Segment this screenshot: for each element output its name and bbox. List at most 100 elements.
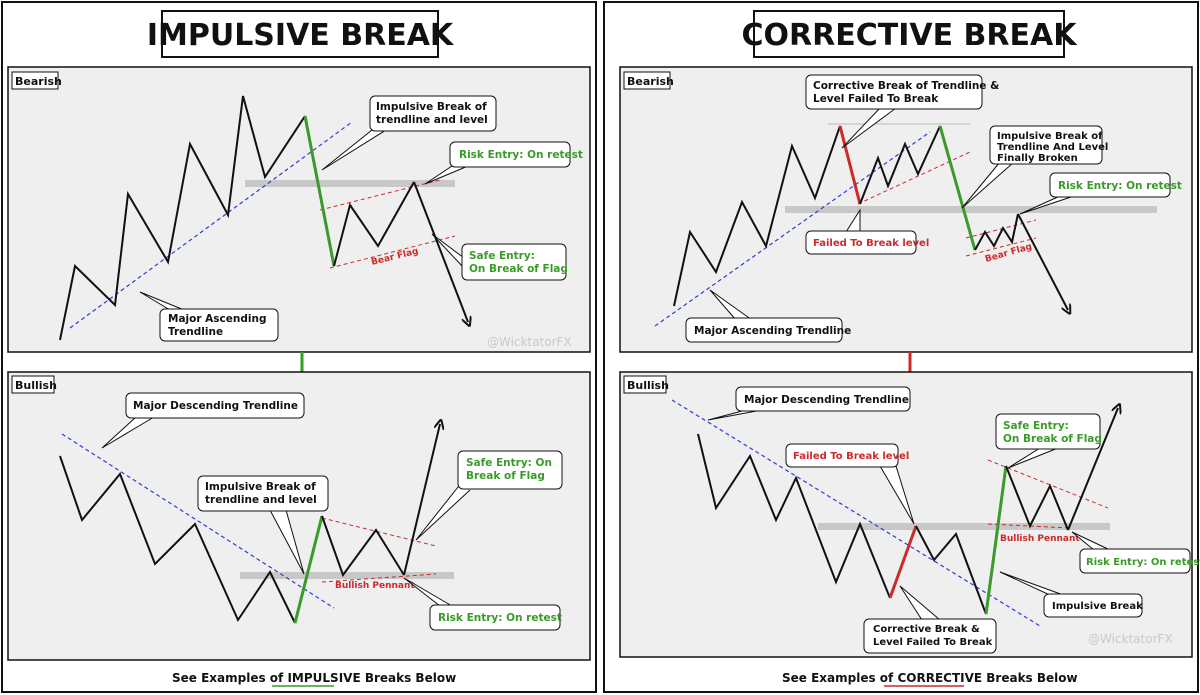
impulsive-break-leg-up-right: [984, 465, 1008, 615]
svg-text:Risk Entry: On retest: Risk Entry: On retest: [459, 149, 583, 161]
svg-text:On Break of Flag: On Break of Flag: [1003, 433, 1102, 445]
bullish-pennant-label-right: Bullish Pennant: [1000, 534, 1080, 544]
breakout-arrow-right: [1067, 408, 1118, 531]
svg-text:Safe Entry:: Safe Entry:: [469, 250, 535, 262]
svg-text:Trendline And Level: Trendline And Level: [997, 142, 1108, 153]
svg-text:Failed To Break level: Failed To Break level: [793, 451, 909, 462]
channel-path: [859, 125, 941, 205]
svg-text:Trendline: Trendline: [168, 326, 223, 338]
bullish-tag: [11, 375, 55, 394]
callout-failed-break-right: Failed To Break level: [785, 443, 915, 525]
price-path-retest: [915, 525, 987, 615]
support-level-right: [818, 523, 1110, 530]
breakdown-arrow: [413, 181, 468, 322]
svg-text:Corrective Break &: Corrective Break &: [873, 624, 980, 635]
right-title: CORRECTIVE BREAK: [742, 10, 1079, 58]
pennant-lower-line: [321, 573, 437, 583]
bullish-tag-label: Bullish: [15, 379, 57, 392]
svg-text:Finally Broken: Finally Broken: [997, 153, 1078, 164]
callout-major-ascending: Major Ascending Trendline: [139, 291, 279, 342]
impulsive-break-leg-up: [293, 515, 324, 624]
watermark-right: @WicktatorFX: [1088, 632, 1173, 646]
svg-text:See Examples of CORRECTIVE Bre: See Examples of CORRECTIVE Breaks Below: [782, 671, 1078, 685]
corrective-break-leg: [838, 125, 862, 205]
price-path-down-right: [697, 433, 891, 599]
right-bullish-panel: Bullish Major Descending Trendline Faile…: [619, 371, 1200, 658]
svg-text:Corrective Break of Trendline: Corrective Break of Trendline &: [813, 80, 999, 92]
callout-risk-entry-bull-right: Risk Entry: On retest: [1071, 531, 1200, 574]
svg-text:trendline and level: trendline and level: [376, 114, 488, 126]
bearish-tag-right: [623, 71, 671, 90]
svg-text:Impulsive Break of: Impulsive Break of: [205, 481, 316, 493]
breakout-arrow: [403, 424, 440, 576]
ascending-trendline-right: [654, 131, 931, 327]
svg-text:Risk Entry: On retest: Risk Entry: On retest: [1086, 557, 1200, 568]
svg-text:Risk Entry: On retest: Risk Entry: On retest: [438, 612, 562, 624]
svg-text:Safe Entry:: Safe Entry:: [1003, 420, 1069, 432]
resistance-level-right: [785, 206, 1157, 213]
breakdown-arrow-right: [1017, 213, 1068, 310]
right-bearish-panel: Bearish Corrective Break of Trendline & …: [619, 66, 1193, 353]
callout-impulsive-break-right: Impulsive Break: [999, 571, 1143, 618]
left-title: IMPULSIVE BREAK: [147, 10, 455, 58]
descending-trendline: [61, 433, 335, 609]
right-title-text: CORRECTIVE BREAK: [742, 18, 1079, 53]
bullish-pennant-label: Bullish Pennant: [335, 581, 415, 591]
svg-text:Major Ascending: Major Ascending: [168, 313, 266, 325]
callout-corrective-break: Corrective Break of Trendline & Level Fa…: [805, 74, 999, 149]
left-bearish-panel: Bearish Impulsive Break of trendline and…: [7, 66, 591, 353]
callout-major-ascending-right: Major Ascending Trendline: [685, 289, 851, 343]
callout-major-descending: Major Descending Trendline: [101, 392, 305, 449]
callout-risk-entry-bull: Risk Entry: On retest: [403, 577, 562, 631]
callout-safe-entry-right: Safe Entry: On Break of Flag: [995, 413, 1102, 469]
bullish-tag-right: [623, 375, 667, 394]
price-path-down: [59, 455, 296, 624]
svg-text:Major Descending Trendline: Major Descending Trendline: [133, 400, 298, 412]
bearish-tag-label: Bearish: [15, 75, 62, 88]
price-path-up-right: [673, 125, 841, 307]
left-bullish-panel: Bullish Major Descending Trendline Impul…: [7, 371, 591, 661]
corrective-break-leg-up: [888, 525, 918, 599]
svg-text:Major Descending Trendline: Major Descending Trendline: [744, 394, 909, 406]
callout-safe-entry: Safe Entry: On Break of Flag: [431, 233, 568, 281]
bullish-tag-label-right: Bullish: [627, 379, 669, 392]
callout-risk-entry: Risk Entry: On retest: [424, 141, 583, 185]
svg-text:Major Ascending Trendline: Major Ascending Trendline: [694, 325, 851, 337]
right-caption: See Examples of CORRECTIVE Breaks Below: [782, 671, 1078, 687]
bullish-pennant-path: [321, 515, 405, 578]
bear-flag-path-right: [974, 213, 1019, 251]
callout-risk-entry-right: Risk Entry: On retest: [1019, 172, 1182, 215]
bear-flag-path: [333, 181, 415, 267]
callout-corrective-break-right: Corrective Break & Level Failed To Break: [863, 585, 997, 654]
svg-text:Failed To Break level: Failed To Break level: [813, 238, 929, 249]
bullish-pennant-path-right: [1005, 465, 1069, 531]
resistance-level: [245, 180, 455, 187]
svg-text:Level Failed To Break: Level Failed To Break: [873, 637, 993, 648]
price-path-up: [59, 95, 306, 341]
svg-text:Break of Flag: Break of Flag: [466, 470, 545, 482]
descending-trendline-right: [671, 399, 1041, 627]
svg-text:Impulsive Break of: Impulsive Break of: [376, 101, 487, 113]
svg-text:trendline and level: trendline and level: [205, 494, 317, 506]
callout-impulsive-break-bull: Impulsive Break of trendline and level: [197, 475, 329, 575]
watermark: @WicktatorFX: [487, 335, 572, 349]
flag-lower-line: [329, 235, 456, 269]
support-level: [240, 572, 454, 579]
svg-text:Level Failed To Break: Level Failed To Break: [813, 93, 939, 105]
impulsive-break-leg: [303, 115, 336, 267]
svg-text:On Break of Flag: On Break of Flag: [469, 263, 568, 275]
pennant-upper-line: [321, 517, 437, 547]
svg-text:Risk Entry: On retest: Risk Entry: On retest: [1058, 180, 1182, 192]
left-title-text: IMPULSIVE BREAK: [147, 18, 455, 53]
bearish-tag-label-right: Bearish: [627, 75, 674, 88]
callout-safe-entry-bull: Safe Entry: On Break of Flag: [415, 450, 563, 541]
impulsive-break-leg-right: [938, 125, 977, 251]
bearish-tag: [11, 71, 59, 90]
svg-text:Impulsive Break of: Impulsive Break of: [997, 131, 1103, 142]
flag-upper-line-right: [965, 219, 1037, 239]
svg-text:Impulsive Break: Impulsive Break: [1052, 601, 1143, 612]
callout-impulsive-finally: Impulsive Break of Trendline And Level F…: [961, 125, 1108, 209]
svg-text:Safe Entry: On: Safe Entry: On: [466, 457, 552, 469]
callout-failed-break: Failed To Break level: [805, 208, 929, 255]
